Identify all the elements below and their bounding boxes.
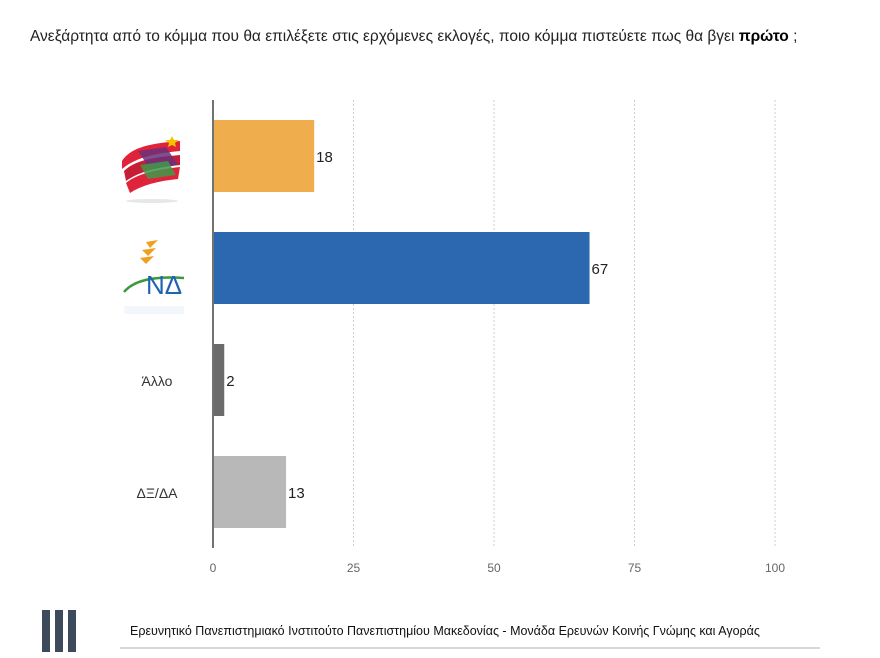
footer-text: Ερευνητικό Πανεπιστημιακό Ινστιτούτο Παν…	[130, 624, 760, 638]
value-label: 18	[316, 149, 333, 166]
bar-2	[214, 232, 590, 304]
footer: Ερευνητικό Πανεπιστημιακό Ινστιτούτο Παν…	[0, 600, 880, 658]
nd-logo-text: ΝΔ	[146, 270, 182, 300]
nd-logo: ΝΔ	[123, 240, 185, 314]
grid-lines	[212, 100, 776, 548]
bar-4	[214, 456, 287, 528]
party-logos: ΝΔ	[122, 136, 185, 314]
value-label: 67	[592, 261, 609, 278]
x-tick-labels: 0 25 50 75 100	[210, 561, 786, 575]
category-labels: Άλλο ΔΞ/ΔΑ	[136, 373, 178, 501]
syriza-logo	[122, 136, 180, 203]
footer-divider	[120, 647, 820, 649]
title-prefix: Ανεξάρτητα από το κόμμα που θα επιλέξετε…	[30, 28, 739, 45]
bars	[214, 120, 590, 528]
institute-logo-icon	[42, 610, 76, 652]
x-tick-label: 100	[765, 561, 785, 575]
title-suffix: ;	[788, 28, 798, 45]
bar-1	[214, 120, 315, 192]
x-tick-label: 50	[487, 561, 501, 575]
x-tick-label: 25	[347, 561, 361, 575]
value-labels: 18 67 2 13	[226, 149, 608, 502]
title-emphasis: πρώτο	[738, 28, 789, 45]
bar-chart: 18 67 2 13 0 25 50 75 100 Άλλο ΔΞ/ΔΑ ΝΔ	[122, 100, 786, 575]
category-label: Άλλο	[142, 373, 173, 389]
value-label: 13	[288, 485, 305, 502]
x-tick-label: 75	[628, 561, 642, 575]
x-tick-label: 0	[210, 561, 217, 575]
category-label: ΔΞ/ΔΑ	[136, 485, 178, 501]
value-label: 2	[226, 373, 234, 390]
bar-3	[214, 344, 225, 416]
chart-title: Ανεξάρτητα από το κόμμα που θα επιλέξετε…	[30, 28, 870, 46]
